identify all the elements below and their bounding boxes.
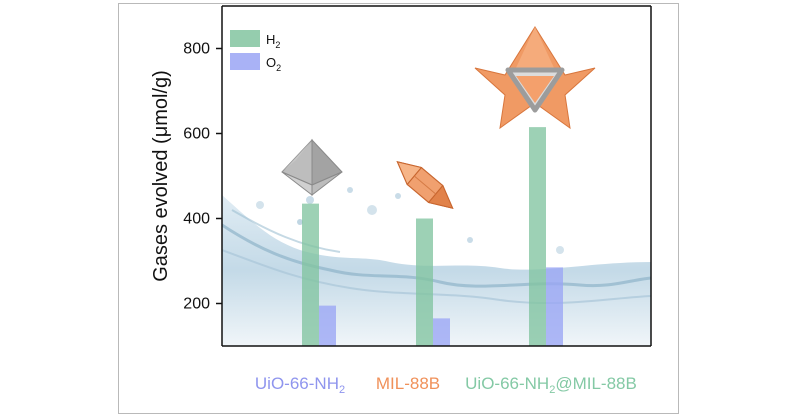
bars-group [302,127,563,346]
bar-h2-1 [416,218,433,346]
y-tick-label: 800 [183,41,210,58]
octahedron-icon [281,138,343,197]
bar-o2-2 [546,267,563,346]
figure-frame [118,3,679,414]
category-label-2: UiO-66-NH2@MIL-88B [465,374,637,396]
legend-label-h2: H2 [266,32,280,50]
y-tick-label: 400 [183,211,210,228]
y-axis-label: Gases evolved (μmol/g) [150,70,172,282]
hexagonal-bipyramid-icon [396,160,454,210]
bar-h2-2 [529,127,546,346]
bar-o2-1 [433,318,450,346]
bar-o2-0 [319,305,336,346]
category-label-1: MIL-88B [376,374,440,393]
legend: H2 O2 [230,30,281,73]
y-ticks: 200 400 600 800 [183,41,222,313]
y-tick-label: 200 [183,296,210,313]
legend-swatch-h2 [230,30,260,47]
bar-h2-0 [302,203,319,346]
y-tick-label: 600 [183,126,210,143]
category-labels: UiO-66-NH2 MIL-88B UiO-66-NH2@MIL-88B [255,374,637,396]
legend-label-o2: O2 [266,55,281,73]
category-label-0: UiO-66-NH2 [255,374,345,396]
star-octahedron-icon [474,26,596,130]
legend-swatch-o2 [230,53,260,70]
